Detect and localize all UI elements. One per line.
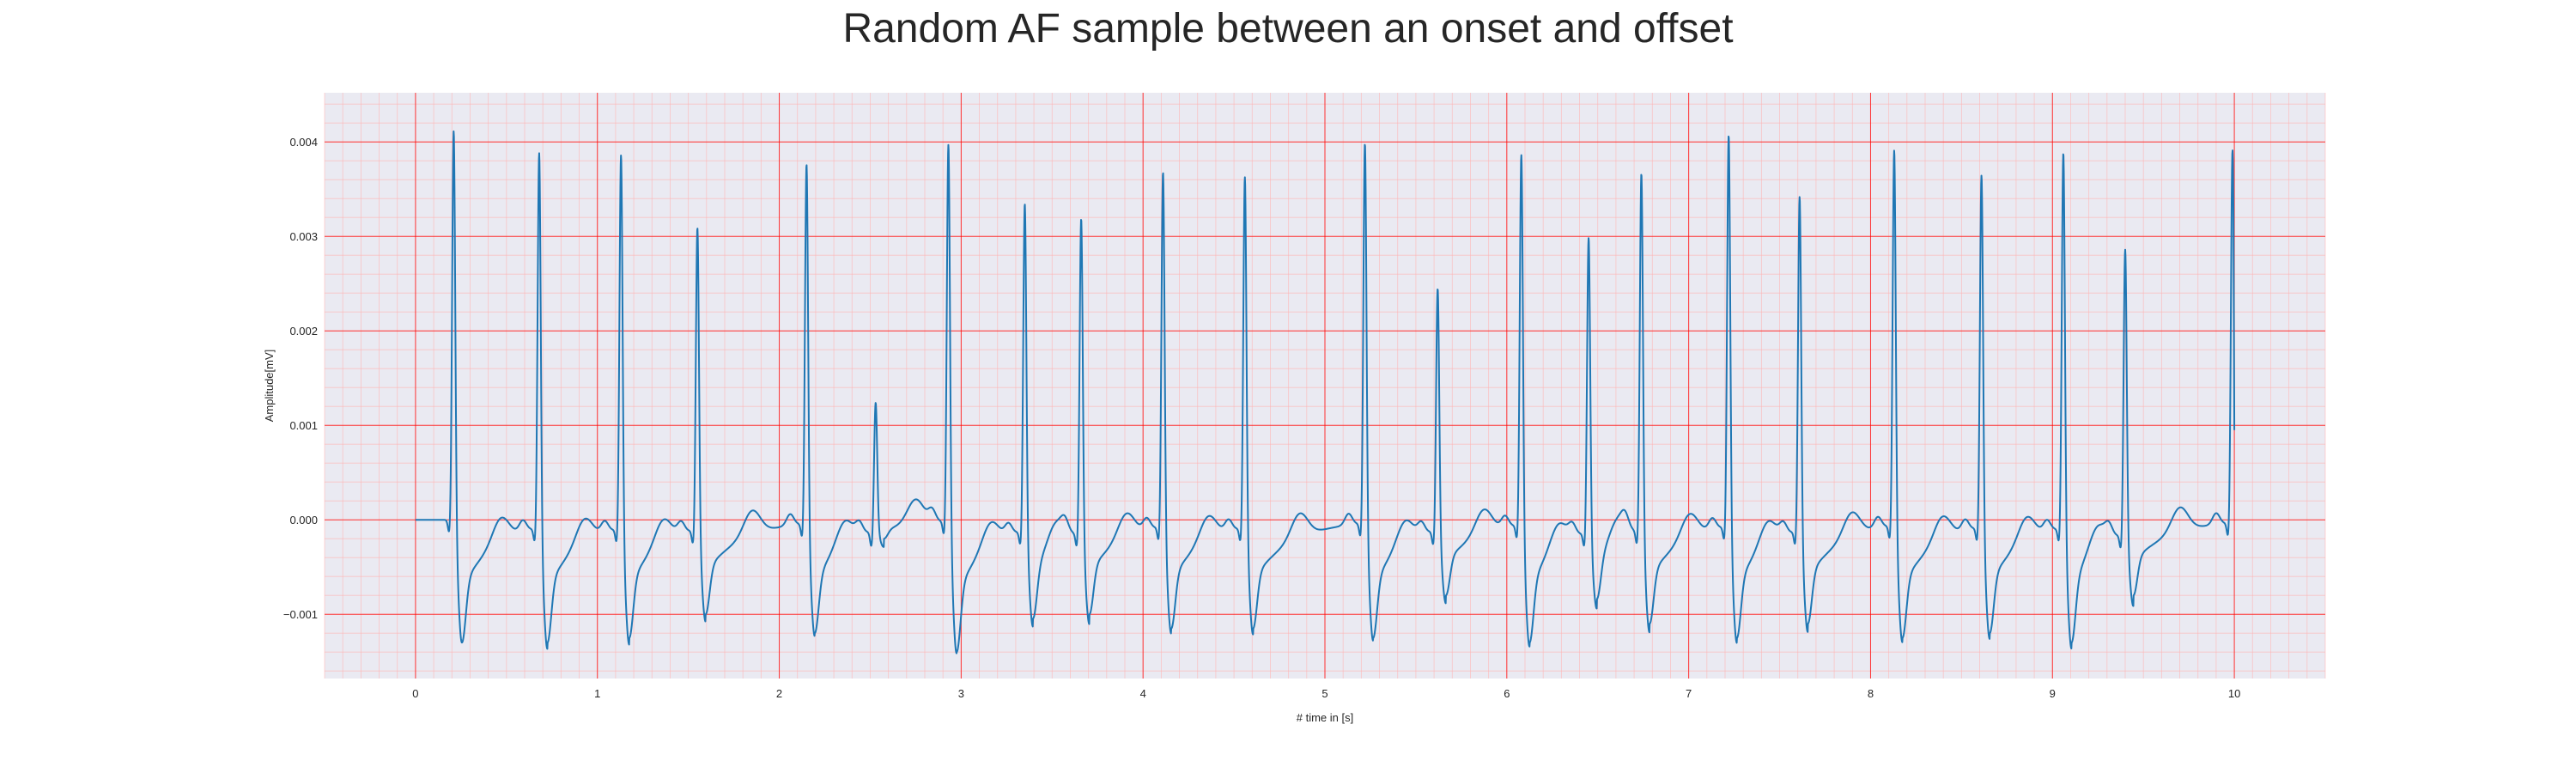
y-tick-labels: −0.001 0.000 0.001 0.002 0.003 0.004 xyxy=(283,136,318,621)
x-tick-label: 5 xyxy=(1321,687,1327,700)
y-tick-label: 0.000 xyxy=(289,514,318,526)
y-tick-label: 0.002 xyxy=(289,325,318,338)
x-tick-label: 9 xyxy=(2050,687,2056,700)
y-tick-label: 0.003 xyxy=(289,230,318,243)
x-tick-label: 8 xyxy=(1868,687,1874,700)
x-tick-label: 0 xyxy=(412,687,418,700)
y-axis-label: Amplitude[mV] xyxy=(263,350,276,423)
x-tick-label: 2 xyxy=(776,687,782,700)
x-tick-label: 10 xyxy=(2228,687,2240,700)
x-tick-labels: 0 1 2 3 4 5 6 7 8 9 10 xyxy=(412,687,2240,700)
y-tick-label: 0.001 xyxy=(289,419,318,432)
y-tick-label: −0.001 xyxy=(283,608,318,621)
x-tick-label: 4 xyxy=(1140,687,1146,700)
x-tick-label: 6 xyxy=(1504,687,1510,700)
x-axis-label: # time in [s] xyxy=(1297,711,1353,724)
y-tick-label: 0.004 xyxy=(289,136,318,149)
x-tick-label: 3 xyxy=(958,687,964,700)
x-tick-label: 1 xyxy=(594,687,600,700)
x-tick-label: 7 xyxy=(1686,687,1692,700)
